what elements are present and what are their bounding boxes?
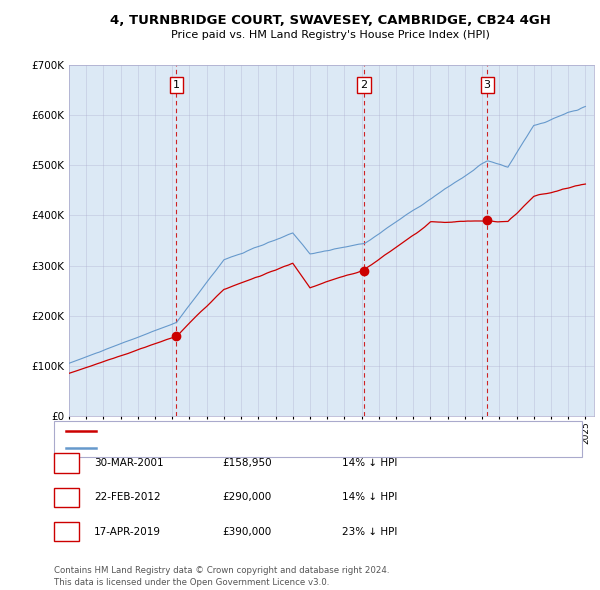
- Text: HPI: Average price, detached house, South Cambridgeshire: HPI: Average price, detached house, Sout…: [102, 443, 392, 453]
- Text: £158,950: £158,950: [222, 458, 272, 468]
- Text: Price paid vs. HM Land Registry's House Price Index (HPI): Price paid vs. HM Land Registry's House …: [170, 31, 490, 40]
- Text: 14% ↓ HPI: 14% ↓ HPI: [342, 493, 397, 502]
- Text: 30-MAR-2001: 30-MAR-2001: [94, 458, 164, 468]
- Text: 23% ↓ HPI: 23% ↓ HPI: [342, 527, 397, 536]
- Text: 17-APR-2019: 17-APR-2019: [94, 527, 161, 536]
- Text: 2: 2: [361, 80, 368, 90]
- Text: Contains HM Land Registry data © Crown copyright and database right 2024.: Contains HM Land Registry data © Crown c…: [54, 566, 389, 575]
- Text: This data is licensed under the Open Government Licence v3.0.: This data is licensed under the Open Gov…: [54, 578, 329, 587]
- Text: 1: 1: [63, 458, 70, 468]
- Text: 3: 3: [63, 527, 70, 536]
- Text: 2: 2: [63, 493, 70, 502]
- Text: £390,000: £390,000: [222, 527, 271, 536]
- Text: 1: 1: [173, 80, 180, 90]
- Text: 14% ↓ HPI: 14% ↓ HPI: [342, 458, 397, 468]
- Text: 22-FEB-2012: 22-FEB-2012: [94, 493, 161, 502]
- Text: 4, TURNBRIDGE COURT, SWAVESEY, CAMBRIDGE, CB24 4GH (detached house): 4, TURNBRIDGE COURT, SWAVESEY, CAMBRIDGE…: [102, 427, 485, 436]
- Text: 4, TURNBRIDGE COURT, SWAVESEY, CAMBRIDGE, CB24 4GH: 4, TURNBRIDGE COURT, SWAVESEY, CAMBRIDGE…: [110, 14, 550, 27]
- Text: 3: 3: [484, 80, 491, 90]
- Text: £290,000: £290,000: [222, 493, 271, 502]
